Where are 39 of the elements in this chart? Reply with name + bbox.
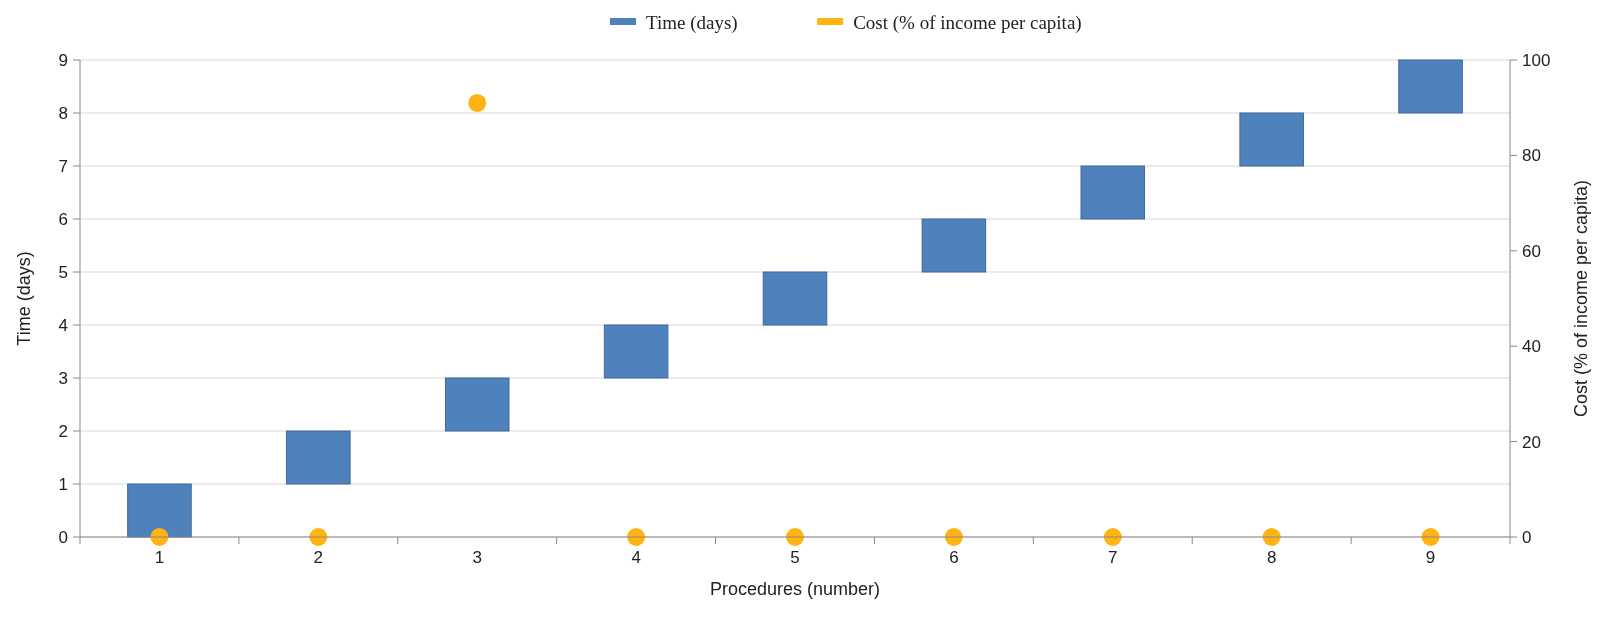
- y-tick-label: 6: [58, 209, 68, 229]
- x-tick-label: 6: [949, 548, 959, 567]
- bar: [444, 377, 510, 432]
- x-tick-label: 8: [1266, 548, 1277, 567]
- bar: [603, 324, 669, 379]
- y-tick-label: 0: [58, 527, 68, 547]
- bar: [1398, 59, 1463, 114]
- y2-tick-label: 40: [1522, 337, 1541, 357]
- bar: [762, 271, 828, 326]
- bar: [1080, 165, 1146, 220]
- legend-label: Time (days): [646, 11, 738, 34]
- y2-tick-label: 60: [1522, 241, 1541, 261]
- bar: [286, 430, 351, 485]
- bar: [921, 218, 987, 273]
- x-tick-label: 9: [1425, 548, 1436, 567]
- legend-label: Cost (% of income per capita): [853, 11, 1082, 34]
- x-tick-label: 3: [472, 548, 482, 567]
- y2-axis-title: Cost (% of income per capita): [1571, 179, 1591, 418]
- y-tick-label: 1: [58, 474, 68, 494]
- x-tick-label: 5: [790, 548, 800, 567]
- y-tick-label: 9: [58, 50, 68, 70]
- x-tick-label: 4: [631, 548, 641, 567]
- y-tick-label: 2: [58, 421, 68, 441]
- x-tick-label: 2: [313, 548, 324, 567]
- x-axis-title: Procedures (number): [709, 579, 881, 599]
- y-axis-title: Time (days): [14, 251, 34, 346]
- y-tick-label: 5: [58, 262, 68, 282]
- y2-tick-label: 20: [1522, 432, 1541, 452]
- y2-tick-label: 0: [1522, 527, 1532, 547]
- y-tick-label: 3: [58, 368, 68, 388]
- y-tick-label: 7: [58, 156, 68, 176]
- y-tick-label: 4: [58, 315, 68, 335]
- y-tick-label: 8: [58, 103, 68, 123]
- y2-tick-label: 80: [1522, 146, 1541, 166]
- bar: [127, 483, 192, 538]
- y2-tick-label: 100: [1522, 50, 1551, 70]
- x-tick-label: 7: [1108, 548, 1118, 567]
- x-tick-label: 1: [154, 548, 165, 567]
- bar: [1239, 112, 1304, 167]
